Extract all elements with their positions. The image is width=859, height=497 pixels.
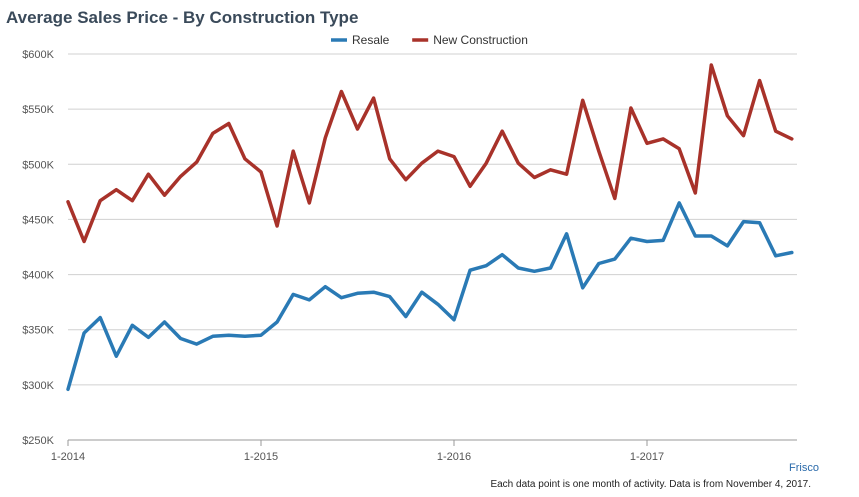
chart-title: Average Sales Price - By Construction Ty… [6, 8, 359, 27]
new-construction-series-line [66, 63, 794, 244]
legend-item-resale[interactable]: Resale [331, 33, 390, 47]
y-tick-label: $550K [22, 104, 54, 116]
region-label: Frisco [789, 462, 819, 474]
legend-label: New Construction [433, 33, 528, 47]
x-tick-label: 1-2015 [244, 451, 278, 463]
x-tick-label: 1-2014 [51, 451, 85, 463]
y-tick-label: $400K [22, 270, 54, 282]
grid-lines [68, 53, 797, 441]
y-tick-label: $500K [22, 159, 54, 171]
y-tick-label: $350K [22, 325, 54, 337]
y-tick-label: $600K [22, 49, 54, 61]
series-layer [66, 63, 794, 392]
y-axis-tick-labels: $250K $300K $350K $400K $450K $500K $550K $600K [22, 49, 54, 447]
legend[interactable]: Resale New Construction [331, 33, 528, 47]
footnote: Each data point is one month of activity… [490, 479, 811, 490]
y-tick-label: $300K [22, 380, 54, 392]
y-tick-label: $250K [22, 435, 54, 447]
legend-label: Resale [352, 33, 390, 47]
x-axis: 1-2014 1-2015 1-2016 1-2017 [51, 439, 797, 463]
x-tick-label: 1-2016 [437, 451, 471, 463]
x-tick-label: 1-2017 [630, 451, 664, 463]
legend-item-new-construction[interactable]: New Construction [412, 33, 528, 47]
resale-series-line [66, 201, 794, 392]
y-tick-label: $450K [22, 214, 54, 226]
